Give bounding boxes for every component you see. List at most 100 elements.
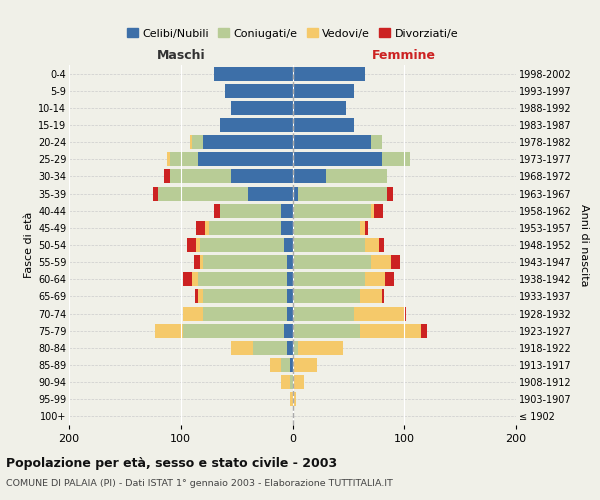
Bar	[421, 324, 427, 338]
Bar	[194, 255, 200, 269]
Bar	[293, 152, 382, 166]
Bar	[293, 135, 371, 149]
Bar	[205, 221, 209, 235]
Bar	[365, 272, 385, 286]
Bar	[214, 66, 293, 80]
Bar	[231, 170, 293, 183]
Bar	[196, 221, 205, 235]
Bar	[183, 306, 203, 320]
Bar	[287, 290, 293, 304]
Bar	[209, 221, 281, 235]
Bar	[197, 290, 203, 304]
Bar	[293, 66, 365, 80]
Bar	[284, 324, 293, 338]
Bar	[379, 238, 384, 252]
Bar	[270, 358, 281, 372]
Bar	[155, 324, 183, 338]
Bar	[281, 358, 290, 372]
Bar	[167, 152, 170, 166]
Text: Femmine: Femmine	[372, 48, 436, 62]
Bar	[365, 238, 379, 252]
Bar	[326, 170, 388, 183]
Bar	[170, 170, 231, 183]
Bar	[365, 221, 368, 235]
Text: Maschi: Maschi	[157, 48, 205, 62]
Bar	[298, 186, 388, 200]
Bar	[281, 375, 290, 389]
Bar	[158, 186, 248, 200]
Bar	[382, 290, 384, 304]
Y-axis label: Fasce di età: Fasce di età	[23, 212, 34, 278]
Bar	[287, 306, 293, 320]
Bar	[293, 170, 326, 183]
Bar	[170, 152, 197, 166]
Bar	[281, 204, 293, 218]
Bar	[374, 204, 383, 218]
Bar	[220, 204, 281, 218]
Bar	[293, 204, 371, 218]
Bar	[281, 221, 293, 235]
Bar	[382, 152, 410, 166]
Bar	[293, 221, 359, 235]
Bar	[385, 272, 394, 286]
Bar	[197, 272, 287, 286]
Bar	[293, 101, 346, 115]
Bar	[388, 186, 393, 200]
Bar	[220, 118, 293, 132]
Bar	[293, 290, 359, 304]
Bar	[293, 392, 296, 406]
Bar	[183, 324, 284, 338]
Bar	[197, 152, 293, 166]
Bar	[293, 358, 317, 372]
Bar	[203, 306, 287, 320]
Bar	[354, 306, 404, 320]
Y-axis label: Anni di nascita: Anni di nascita	[578, 204, 589, 286]
Bar	[290, 375, 293, 389]
Bar	[231, 101, 293, 115]
Bar	[153, 186, 158, 200]
Bar	[359, 221, 365, 235]
Bar	[196, 238, 200, 252]
Bar	[203, 255, 287, 269]
Bar	[293, 238, 365, 252]
Bar	[290, 392, 293, 406]
Bar	[404, 306, 406, 320]
Bar	[248, 186, 293, 200]
Text: Popolazione per età, sesso e stato civile - 2003: Popolazione per età, sesso e stato civil…	[6, 458, 337, 470]
Bar	[371, 135, 382, 149]
Bar	[391, 255, 400, 269]
Bar	[293, 306, 354, 320]
Bar	[200, 255, 203, 269]
Bar	[293, 84, 354, 98]
Bar	[287, 341, 293, 355]
Bar	[293, 324, 359, 338]
Bar	[164, 170, 170, 183]
Bar	[200, 238, 284, 252]
Bar	[359, 324, 421, 338]
Bar	[187, 238, 196, 252]
Bar	[287, 272, 293, 286]
Bar	[293, 375, 304, 389]
Bar	[284, 238, 293, 252]
Bar	[190, 135, 192, 149]
Bar	[293, 186, 298, 200]
Bar	[359, 290, 382, 304]
Bar	[371, 255, 391, 269]
Bar	[293, 255, 371, 269]
Text: COMUNE DI PALAIA (PI) - Dati ISTAT 1° gennaio 2003 - Elaborazione TUTTITALIA.IT: COMUNE DI PALAIA (PI) - Dati ISTAT 1° ge…	[6, 479, 393, 488]
Bar	[214, 204, 220, 218]
Bar	[298, 341, 343, 355]
Bar	[287, 255, 293, 269]
Bar	[293, 341, 298, 355]
Bar	[231, 341, 253, 355]
Bar	[183, 272, 192, 286]
Bar	[203, 135, 293, 149]
Bar	[192, 272, 197, 286]
Bar	[253, 341, 287, 355]
Bar	[290, 358, 293, 372]
Bar	[293, 272, 365, 286]
Bar	[203, 290, 287, 304]
Bar	[293, 118, 354, 132]
Legend: Celibi/Nubili, Coniugati/e, Vedovi/e, Divorziati/e: Celibi/Nubili, Coniugati/e, Vedovi/e, Di…	[122, 24, 463, 43]
Bar	[195, 290, 197, 304]
